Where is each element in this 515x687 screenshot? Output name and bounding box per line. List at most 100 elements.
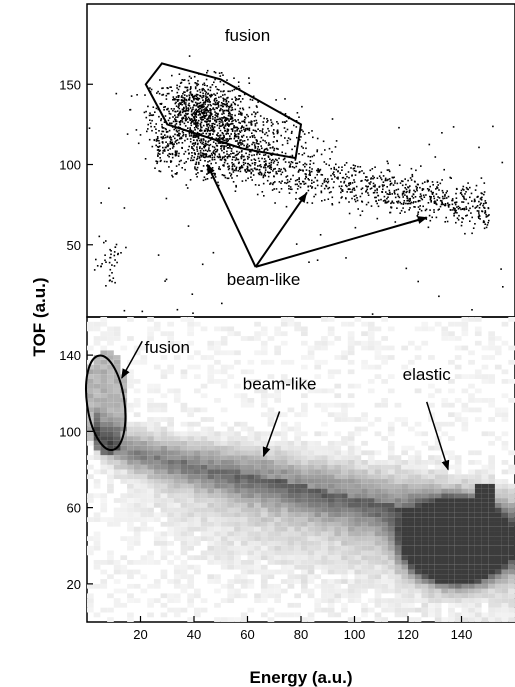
scatter-point <box>262 176 265 179</box>
scatter-point <box>241 164 243 167</box>
heatmap-cell <box>173 498 181 503</box>
scatter-point <box>204 178 207 181</box>
heatmap-cell <box>334 417 342 422</box>
scatter-point <box>181 117 183 119</box>
heatmap-cell <box>334 526 342 532</box>
heatmap-cell <box>367 555 375 561</box>
heatmap-cell <box>394 536 402 541</box>
heatmap-cell <box>468 555 475 561</box>
scatter-point <box>367 201 370 204</box>
scatter-point <box>176 134 179 136</box>
heatmap-cell <box>401 488 408 494</box>
scatter-point <box>207 135 210 137</box>
heatmap-cell <box>327 507 335 513</box>
heatmap-cell <box>414 374 422 379</box>
scatter-point <box>185 106 187 108</box>
scatter-point <box>382 185 384 188</box>
heatmap-cell <box>347 569 355 575</box>
scatter-point <box>233 137 236 140</box>
heatmap-cell <box>488 593 495 599</box>
scatter-point <box>208 99 211 101</box>
scatter-point <box>264 148 267 150</box>
scatter-point <box>311 155 314 158</box>
heatmap-cell <box>100 431 108 437</box>
heatmap-cell <box>187 412 194 418</box>
scatter-point <box>224 98 227 101</box>
heatmap-cell <box>374 517 382 522</box>
scatter-point <box>216 149 219 151</box>
scatter-point <box>218 153 221 155</box>
heatmap-cell <box>361 502 368 508</box>
heatmap-cell <box>120 383 128 389</box>
scatter-point <box>227 123 229 125</box>
scatter-point <box>311 187 313 189</box>
heatmap-cell <box>107 460 114 465</box>
heatmap-cell <box>87 474 94 480</box>
heatmap-cell <box>334 464 342 470</box>
heatmap-cell <box>227 545 235 551</box>
heatmap-cell <box>468 526 475 532</box>
heatmap-cell <box>294 526 301 532</box>
scatter-point <box>246 113 248 116</box>
heatmap-cell <box>468 564 475 570</box>
heatmap-cell <box>127 336 134 341</box>
heatmap-cell <box>240 336 248 341</box>
heatmap-cell <box>100 379 108 384</box>
heatmap-cell <box>387 555 395 561</box>
scatter-point <box>304 162 306 165</box>
scatter-point <box>203 146 206 149</box>
heatmap-cell <box>441 569 449 575</box>
scatter-point <box>340 185 343 187</box>
scatter-point <box>413 189 415 192</box>
heatmap-cell <box>214 436 221 441</box>
heatmap-cell <box>327 331 335 337</box>
heatmap-cell <box>240 574 248 580</box>
scatter-point <box>408 200 411 203</box>
heatmap-cell <box>274 431 281 437</box>
heatmap-cell <box>301 393 308 399</box>
heatmap-cell <box>173 579 181 584</box>
heatmap-cell <box>434 541 442 546</box>
heatmap-cell <box>147 317 154 322</box>
heatmap-cell <box>421 593 429 599</box>
heatmap-cell <box>194 483 201 489</box>
scatter-point <box>284 161 287 163</box>
heatmap-cell <box>354 526 362 532</box>
heatmap-cell <box>488 574 495 580</box>
scatter-point <box>367 185 369 188</box>
heatmap-cell <box>153 498 161 503</box>
scatter-point <box>284 152 287 155</box>
scatter-point <box>345 257 347 259</box>
heatmap-cell <box>454 564 462 570</box>
scatter-point <box>129 109 131 111</box>
scatter-point <box>374 185 376 188</box>
scatter-point <box>396 182 399 185</box>
heatmap-cell <box>354 498 362 503</box>
heatmap-cell <box>387 469 395 475</box>
heatmap-cell <box>280 560 288 565</box>
heatmap-cell <box>394 479 402 484</box>
scatter-point <box>191 114 194 117</box>
heatmap-cell <box>227 374 235 379</box>
heatmap-cell <box>321 474 328 480</box>
scatter-point <box>269 183 271 185</box>
heatmap-cell <box>341 512 348 518</box>
heatmap-cell <box>441 512 449 518</box>
heatmap-cell <box>214 350 221 356</box>
scatter-point <box>105 261 107 263</box>
heatmap-cell <box>294 507 301 513</box>
heatmap-cell <box>334 560 342 565</box>
scatter-point <box>397 195 400 198</box>
heatmap-cell <box>401 464 408 470</box>
scatter-point <box>333 181 335 183</box>
scatter-point <box>406 199 408 202</box>
heatmap-cell <box>280 612 288 618</box>
heatmap-cell <box>468 545 475 551</box>
scatter-point <box>179 137 181 140</box>
scatter-point <box>182 110 184 112</box>
scatter-point <box>187 108 190 111</box>
scatter-point <box>296 162 299 165</box>
heatmap-cell <box>361 602 368 608</box>
scatter-point <box>196 175 198 178</box>
scatter-point <box>257 157 260 160</box>
